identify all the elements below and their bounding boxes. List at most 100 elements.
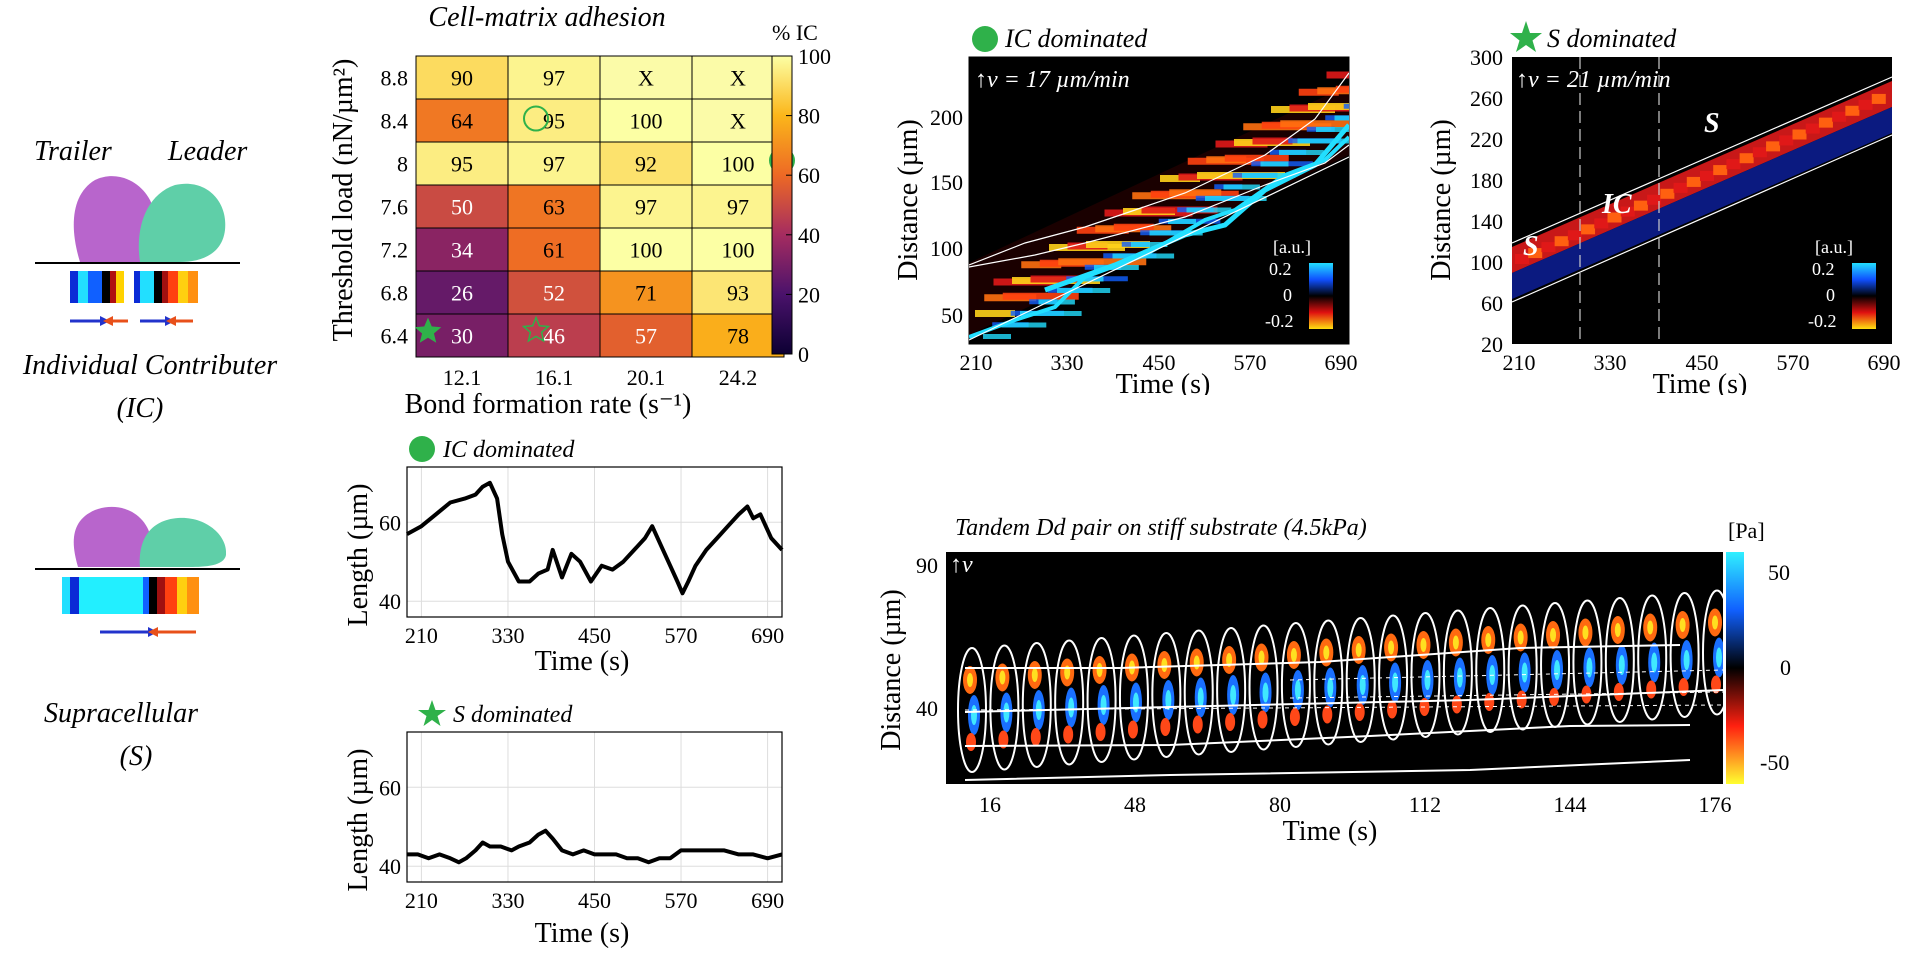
colorbar-tick: 80 (798, 104, 820, 129)
heatmap-cell-label: 100 (722, 152, 755, 177)
stress-core (1323, 645, 1330, 660)
ic-length-chart-panel: IC dominated Length (µm) Time (s) 210 330… (335, 425, 805, 690)
x-tick: 210 (405, 888, 438, 913)
tandem-panel: Tandem Dd pair on stiff substrate (4.5kP… (870, 510, 1920, 950)
length-series-line (406, 480, 784, 596)
stress-negative-core (1651, 652, 1658, 673)
colorbar-tick-top: 0.2 (1269, 259, 1292, 279)
y-tick: 50 (941, 303, 963, 328)
cell-frame (1604, 597, 1635, 723)
y-tick: 20 (1481, 332, 1503, 357)
cell-outline (1054, 639, 1085, 766)
ic-kymo-track-mid (969, 144, 1349, 268)
stress-hotspot-lower (1451, 695, 1462, 714)
heatmap-cell (599, 313, 693, 358)
heatmap-cell (599, 184, 693, 229)
heatmap-cell-label: 63 (543, 195, 565, 220)
stress-negative-core (1197, 687, 1204, 708)
stress-hotspot-lower (1063, 725, 1074, 744)
s-title: Supracellular (44, 698, 198, 729)
colorbar-label: [a.u.] (1273, 237, 1311, 257)
stress-negative-core (1716, 647, 1722, 668)
ic-kymo-y-ticks: 50 100 150 200 (930, 105, 963, 328)
ic-kymo-track-lower (969, 156, 1349, 341)
cell-frame (1702, 589, 1723, 716)
stress-hotspot-lower (1257, 710, 1268, 729)
cell-outline (1313, 619, 1344, 746)
stress-hotspot-lower (1516, 690, 1527, 709)
leader-label: Leader (167, 136, 247, 167)
colorbar-ticks: 0 20 40 60 80 100 (786, 44, 831, 367)
stress-core (1388, 640, 1395, 655)
kymo-streak (1515, 254, 1529, 264)
kymo-streak (1739, 153, 1754, 164)
ic-abbr: (IC) (117, 393, 164, 424)
y-tick: 40 (379, 589, 401, 614)
kymo-streak (1317, 87, 1349, 95)
colorbar-tick: 20 (798, 282, 820, 307)
heatmap-x-tick: 16.1 (535, 365, 574, 390)
cell-outline (1216, 627, 1247, 753)
heatmap-cell-label: X (638, 66, 654, 91)
tandem-midline (964, 689, 1723, 713)
cell-outline (1637, 594, 1668, 721)
tandem-guide-3 (964, 704, 1723, 711)
tandem-cells (957, 589, 1723, 773)
heatmap-cell-label: 50 (451, 195, 473, 220)
kymo-streak (1297, 138, 1349, 144)
cell-outline (1021, 642, 1052, 768)
colorbar-tick-bottom: -0.2 (1808, 311, 1837, 331)
heatmap-x-tick: 12.1 (443, 365, 482, 390)
stress-core (967, 673, 973, 687)
y-tick: 40 (379, 854, 401, 879)
cell-frame (1637, 594, 1668, 721)
heatmap-cell (507, 141, 601, 186)
kymo-streak (1002, 292, 1079, 300)
trailer-cell-s (73, 506, 153, 567)
stress-core (1679, 618, 1686, 632)
kymo-streak (1168, 219, 1196, 224)
kymo-streak (1038, 299, 1075, 305)
cell-outline (1702, 589, 1723, 716)
stress-hotspot-lower (1030, 728, 1041, 746)
kymo-streak (1252, 137, 1293, 145)
cell-outline (1572, 599, 1603, 726)
kymo-streak (1581, 224, 1596, 235)
kymo-streak (1131, 242, 1168, 247)
ic-kymo-field (969, 71, 1349, 341)
heatmap-cell (507, 55, 601, 100)
colorbar-tick: 0 (798, 342, 809, 367)
stress-hotspot-lower (1387, 700, 1398, 719)
kymo-streak (975, 310, 1015, 317)
kymo-streak (1242, 173, 1296, 178)
kymo-streak (1279, 150, 1324, 155)
heatmap-cell-label: 100 (630, 109, 663, 134)
open-circle-marker (523, 105, 549, 132)
heatmap-cell (691, 141, 785, 186)
cell-outline (1604, 597, 1635, 723)
s-kymo-y-ticks: 20 60 100 140 180 220 260 300 (1470, 45, 1503, 357)
heatmap-cell-label: 30 (451, 324, 473, 349)
heatmap-y-tick: 6.8 (381, 281, 409, 306)
stress-hotspot-lower (1646, 680, 1657, 699)
stress-hotspot-lower (998, 730, 1009, 749)
kymo-streak (1169, 189, 1222, 197)
cell-frame (1378, 614, 1409, 741)
heatmap-y-tick: 6.4 (381, 324, 409, 349)
kymo-streak (1607, 212, 1622, 223)
cell-outline (1118, 634, 1149, 761)
s-kymo-x-label: Time (s) (1653, 369, 1748, 395)
kymo-streak (1113, 223, 1154, 231)
phase-label-ic: IC (1601, 189, 1632, 220)
kymo-streak (1871, 93, 1886, 104)
x-tick: 570 (665, 888, 698, 913)
s-stress-bar (62, 577, 199, 614)
heatmap-cell (691, 184, 785, 229)
heatmap-cell-label: 52 (543, 281, 565, 306)
cell-outline (1507, 604, 1538, 731)
colorbar-tick: 40 (798, 223, 820, 248)
heatmap-x-tick: 20.1 (627, 365, 666, 390)
kymo-streak (1186, 207, 1232, 213)
s-kymograph: S dominated ↑v = 21 µm/min S IC S (1426, 21, 1901, 400)
stress-hotspot-lower (1711, 675, 1721, 694)
